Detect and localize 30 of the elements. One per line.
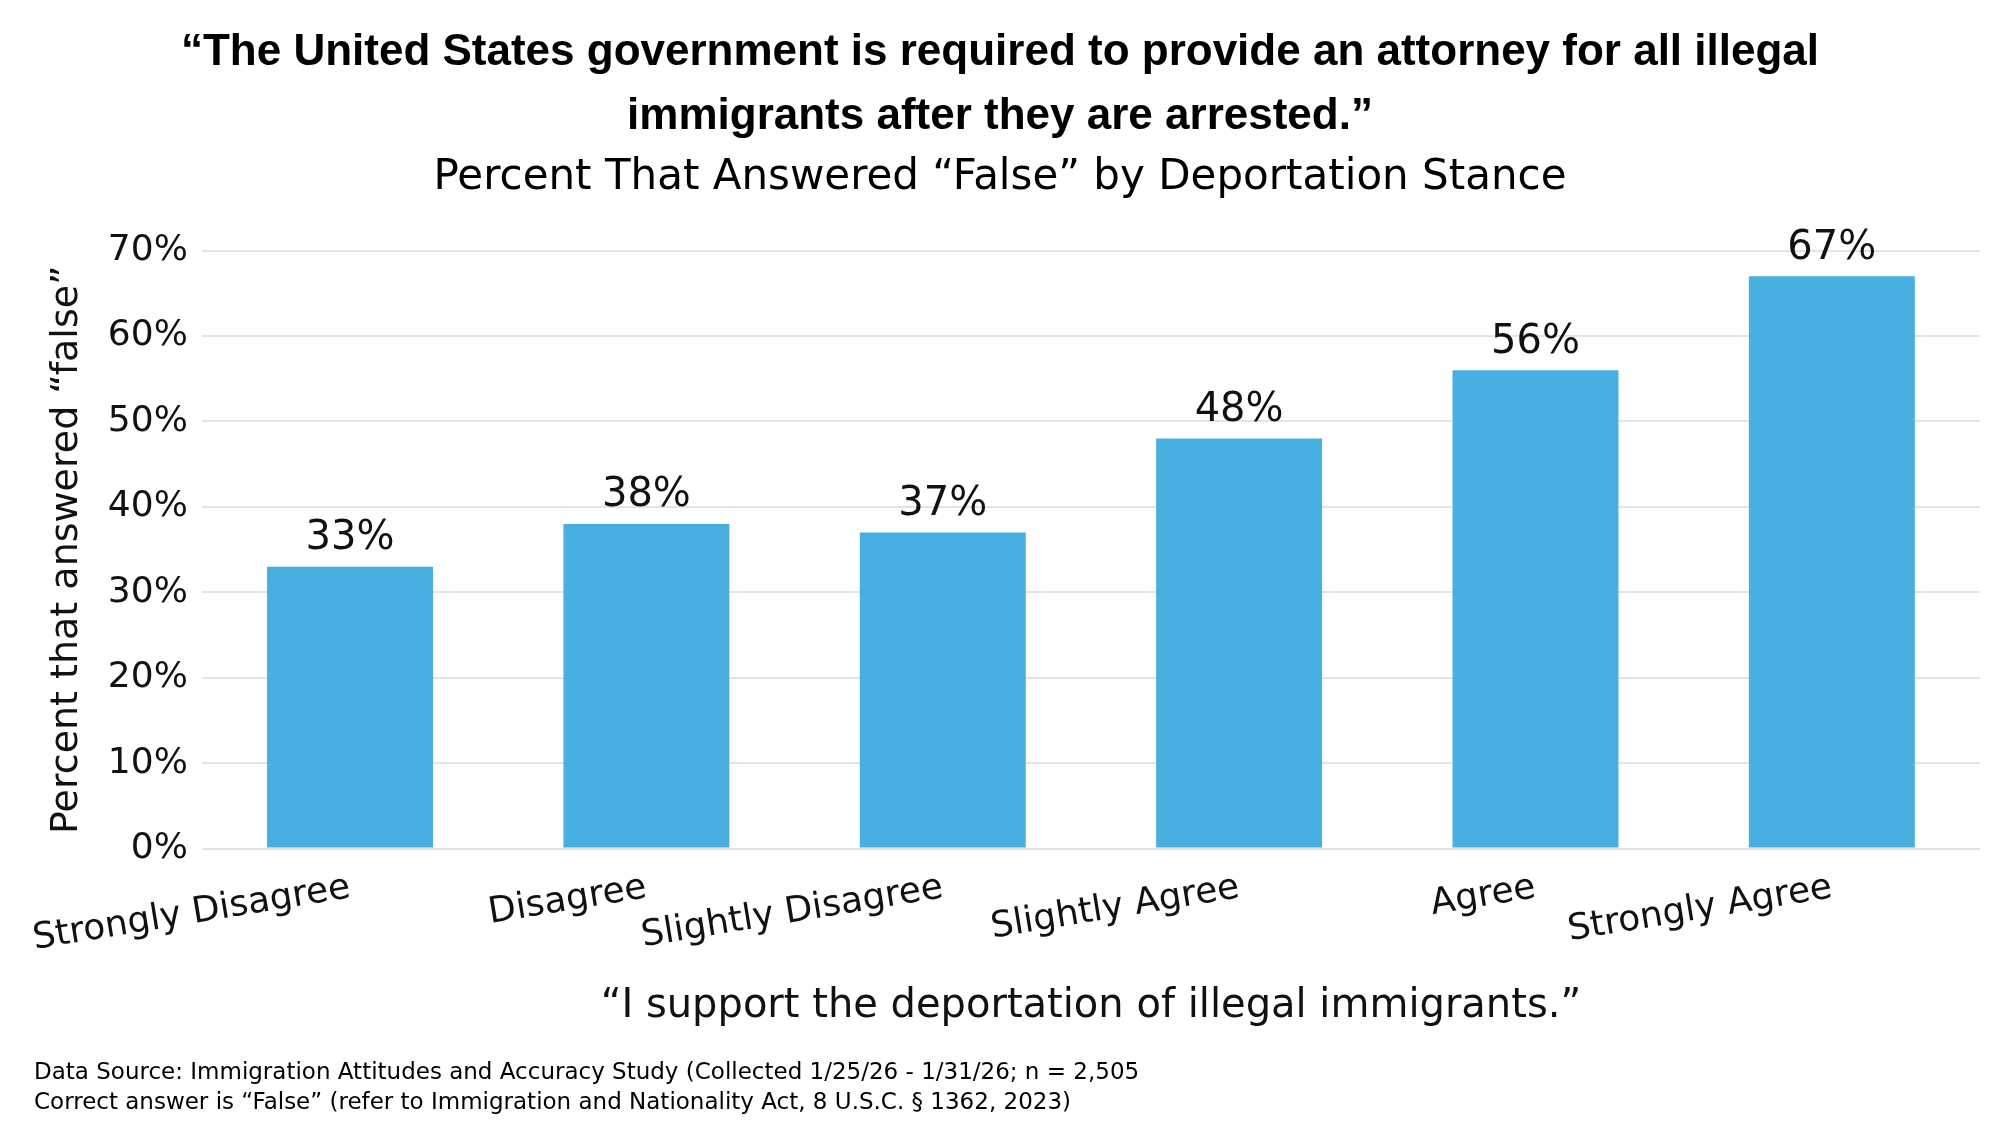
y-tick-label: 10% (107, 739, 188, 781)
bar (267, 566, 434, 848)
x-tick-label: Strongly Disagree (29, 864, 353, 957)
x-axis-title: “I support the deportation of illegal immigrants.” (600, 980, 1582, 1027)
x-tick-label: Slightly Agree (987, 864, 1242, 946)
y-tick-label: 30% (107, 568, 188, 610)
bar (1156, 438, 1323, 848)
text: Correct answer is “False” (refer to Immigration and Nationality Act, 8 U.S.C. § 1362, 2023) (34, 1087, 1072, 1116)
x-tick-label: Strongly Agree (1564, 864, 1835, 949)
bar (1748, 276, 1915, 848)
data-label: 33% (305, 512, 395, 559)
bar (859, 532, 1026, 848)
y-axis-title: Percent that answered “false” (41, 265, 86, 834)
y-tick-label: 70% (107, 226, 188, 268)
data-label: 56% (1491, 315, 1580, 362)
y-tick-label: 20% (107, 654, 188, 696)
chart-subtitle: Percent That Answered “False” by Deportation Stance (432, 149, 1568, 201)
bar (1452, 370, 1619, 848)
x-tick-label: Agree (1427, 864, 1539, 923)
data-label: 38% (601, 469, 691, 516)
y-tick-label: 50% (107, 397, 188, 439)
data-label: 48% (1194, 383, 1284, 430)
y-tick-label: 60% (107, 312, 188, 354)
y-tick-label: 40% (107, 483, 188, 525)
data-label: 37% (898, 477, 988, 524)
bar (563, 523, 730, 848)
source-note: Data Source: Immigration Attitudes and Accuracy Study (Collected 1/25/26 - 1/31/26; n = 2,505 (34, 1057, 1140, 1086)
chart-title: “The United States government is required to provide an attorney for all illegal immigrants after they are arrested.” (179, 24, 1821, 140)
data-label: 67% (1787, 221, 1877, 268)
y-tick-label: 0% (130, 824, 188, 866)
